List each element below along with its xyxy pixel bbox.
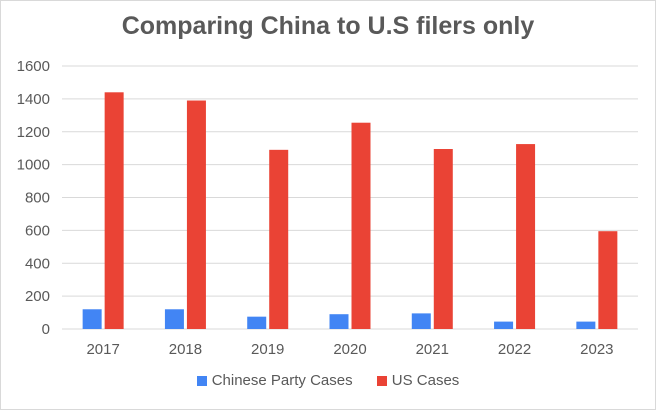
bar-us-cases [598,231,617,329]
x-tick-label: 2023 [580,341,613,358]
bar-chinese-party-cases [83,309,102,329]
x-tick-label: 2020 [333,341,366,358]
legend-label-us: US Cases [392,372,460,389]
bar-chinese-party-cases [576,322,595,329]
bar-chinese-party-cases [165,309,184,329]
y-tick-label: 1000 [17,157,50,174]
legend-swatch-chinese [197,376,207,386]
legend-swatch-us [377,376,387,386]
x-tick-label: 2017 [86,341,119,358]
bar-chart: 0 200 400 600 800 1000 1200 1400 1600 2017 2018 201… [0,0,656,410]
y-tick-label: 1200 [17,124,50,141]
y-tick-label: 1400 [17,91,50,108]
bar-us-cases [516,144,535,329]
y-tick-label: 400 [25,255,50,272]
legend: Chinese Party Cases US Cases [0,372,656,390]
bar-chinese-party-cases [494,322,513,329]
x-tick-label: 2018 [169,341,202,358]
bar-us-cases [269,150,288,329]
x-tick-label: 2019 [251,341,284,358]
x-tick-label: 2022 [498,341,531,358]
y-tick-label: 600 [25,222,50,239]
legend-item-us: US Cases [377,372,460,389]
x-tick-label: 2021 [416,341,449,358]
bar-chinese-party-cases [330,314,349,329]
bar-us-cases [105,92,124,329]
bar-chinese-party-cases [247,317,266,329]
legend-label-chinese: Chinese Party Cases [212,372,353,389]
bar-us-cases [434,149,453,329]
bar-us-cases [352,123,371,329]
bar-chinese-party-cases [412,313,431,329]
y-tick-label: 800 [25,190,50,207]
y-tick-label: 1600 [17,58,50,75]
bar-us-cases [187,101,206,329]
legend-item-chinese: Chinese Party Cases [197,372,353,389]
y-tick-label: 200 [25,288,50,305]
y-tick-label: 0 [42,321,50,338]
